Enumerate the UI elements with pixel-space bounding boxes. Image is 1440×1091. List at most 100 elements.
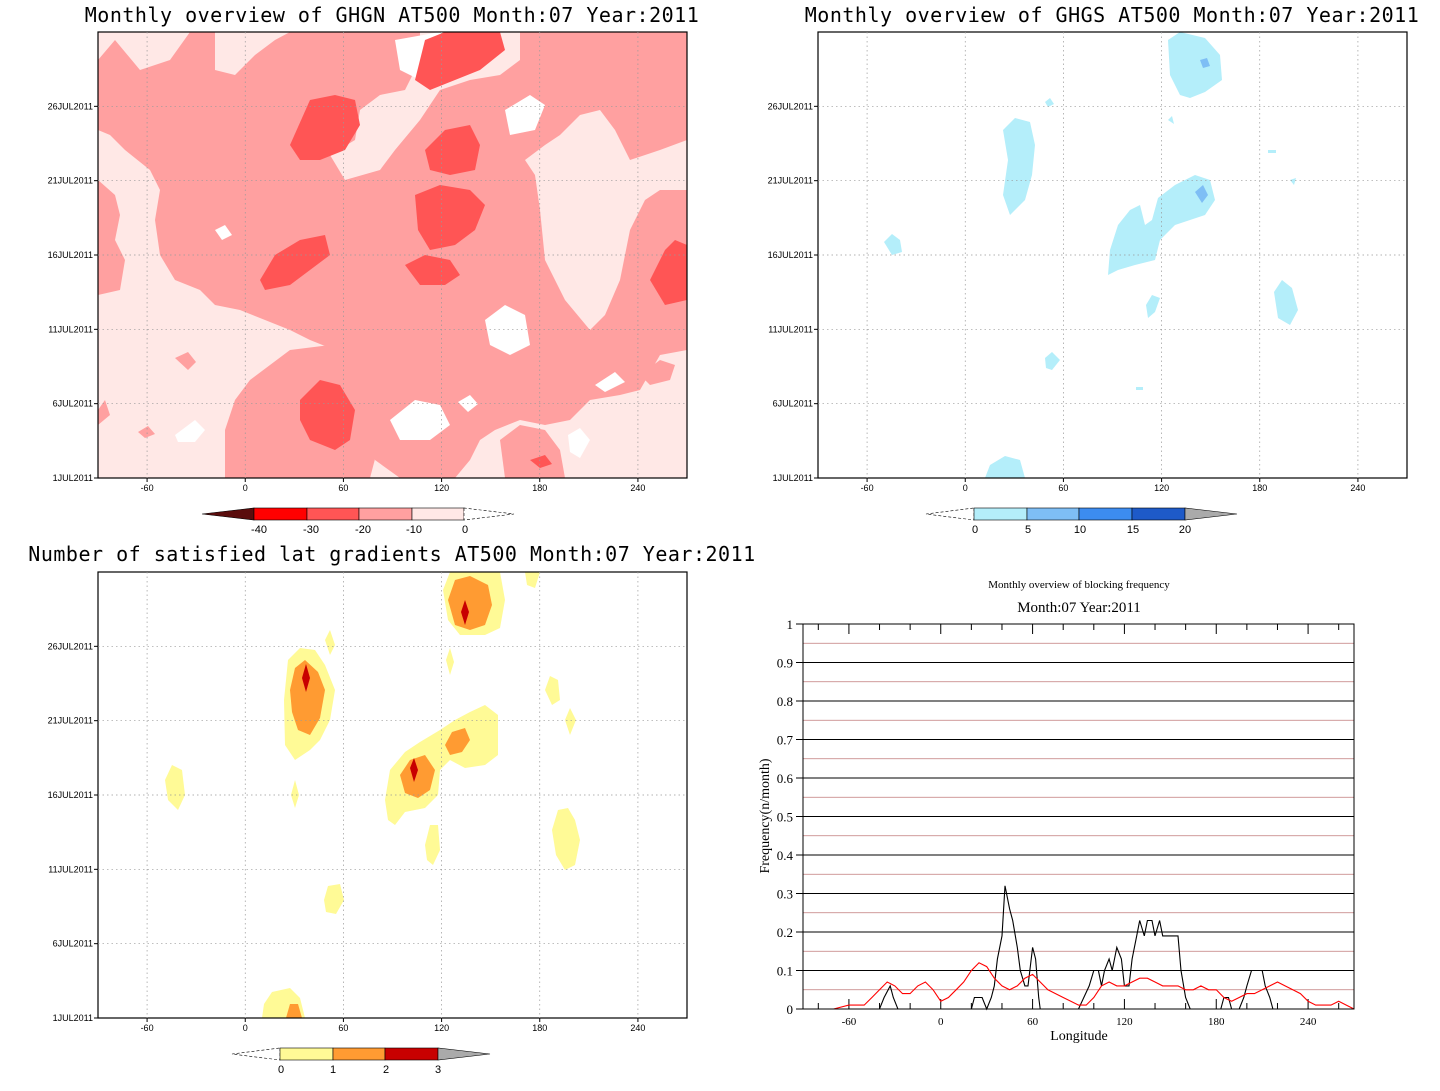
gradients-xtick-label: 0 xyxy=(243,1023,248,1033)
ghgs-colorbar: 0 5 10 15 20 xyxy=(925,507,1238,536)
ghgs-xtick-label: -60 xyxy=(861,483,874,493)
ytick-label: 0.2 xyxy=(777,925,793,940)
panel-gradients: Number of satisfied lat gradients AT500 … xyxy=(28,542,755,1076)
gradients-cb-seg-3 xyxy=(384,1047,439,1061)
ytick-label: 0.3 xyxy=(777,887,793,902)
ghgs-axes: -60 0 60 120 180 240 1JUL2011 6JUL2011 11JUL2011… xyxy=(768,32,1407,493)
gradients-ytick-label: 1JUL2011 xyxy=(53,1013,93,1023)
gradients-cb-tick-1: 1 xyxy=(330,1064,336,1076)
ghgn-ytick-label: 1JUL2011 xyxy=(53,473,93,483)
ytick-label: 0.5 xyxy=(777,810,793,825)
series-line-0 xyxy=(803,885,1354,1011)
ghgs-cb-tick-2: 10 xyxy=(1074,524,1086,536)
line-chart-plot: 0 0.1 0.2 0.3 0.4 0.5 0.6 0.7 0.8 0.9 1 -60 0 60 120 18… xyxy=(777,617,1355,1028)
ghgs-ytick-label: 26JUL2011 xyxy=(768,101,813,111)
ytick-label: 0.9 xyxy=(777,656,793,671)
chart-subtitle: Month:07 Year:2011 xyxy=(1017,600,1141,616)
ghgn-xtick-label: 120 xyxy=(434,483,449,493)
gradients-ytick-label: 16JUL2011 xyxy=(48,790,93,800)
ghgs-cb-seg-2 xyxy=(1026,507,1080,521)
ghgn-cb-seg-2 xyxy=(306,507,360,521)
ghgs-cb-seg-3 xyxy=(1078,507,1133,521)
ghgn-xtick-label: 180 xyxy=(532,483,547,493)
gradients-ytick-label: 26JUL2011 xyxy=(48,641,93,651)
ghgs-xtick-label: 120 xyxy=(1154,483,1169,493)
ghgs-cb-tick-1: 5 xyxy=(1025,524,1031,536)
ghgs-cb-tick-0: 0 xyxy=(972,524,978,536)
ghgs-cb-tick-4: 20 xyxy=(1179,524,1191,536)
ghgs-xtick-label: 0 xyxy=(963,483,968,493)
gradients-ytick-label: 11JUL2011 xyxy=(48,864,93,874)
ghgs-title: Monthly overview of GHGS AT500 Month:07 … xyxy=(805,3,1420,27)
xtick-label: 60 xyxy=(1027,1016,1039,1028)
gradients-title: Number of satisfied lat gradients AT500 … xyxy=(28,542,755,566)
ghgs-cb-seg-1 xyxy=(973,507,1028,521)
ghgn-cb-seg-1 xyxy=(253,507,308,521)
gradients-xtick-label: 60 xyxy=(338,1023,348,1033)
ghgn-cb-tri-high xyxy=(463,507,515,521)
gradients-cb-seg-1 xyxy=(279,1047,334,1061)
ghgn-cb-tick-3: -10 xyxy=(406,524,422,536)
ghgn-ytick-label: 16JUL2011 xyxy=(48,250,93,260)
ghgs-xtick-label: 180 xyxy=(1252,483,1267,493)
ghgs-ytick-label: 16JUL2011 xyxy=(768,250,813,260)
ytick-label: 0 xyxy=(787,1002,794,1017)
ytick-label: 0.7 xyxy=(777,733,794,748)
xtick-label: -60 xyxy=(842,1016,857,1028)
gradients-cb-tick-2: 2 xyxy=(383,1064,389,1076)
ghgs-ytick-label: 21JUL2011 xyxy=(768,176,813,186)
series-line-1 xyxy=(803,962,1355,1010)
ytick-label: 0.8 xyxy=(777,694,793,709)
ghgn-xtick-label: 0 xyxy=(243,483,248,493)
chart-frame xyxy=(802,623,1355,1010)
ghgs-ytick-label: 11JUL2011 xyxy=(768,324,813,334)
gradients-cb-tri-low xyxy=(231,1047,281,1061)
gradients-cb-tick-3: 3 xyxy=(435,1064,441,1076)
xtick-label: 240 xyxy=(1300,1016,1317,1028)
ghgn-xtick-label: 60 xyxy=(338,483,348,493)
ytick-label: 0.1 xyxy=(777,964,793,979)
ytick-label: 1 xyxy=(787,617,794,632)
ghgn-axes: -60 0 60 120 180 240 1JUL2011 6JUL2011 11JUL2011… xyxy=(48,32,687,493)
ghgn-cb-seg-4 xyxy=(411,507,465,521)
ghgs-xtick-label: 240 xyxy=(1350,483,1365,493)
ghgs-ytick-label: 6JUL2011 xyxy=(773,399,813,409)
ghgn-colorbar: -40 -30 -20 -10 0 xyxy=(201,507,515,536)
ghgn-ytick-label: 21JUL2011 xyxy=(48,176,93,186)
gradients-cb-tick-0: 0 xyxy=(278,1064,284,1076)
gradients-cb-seg-2 xyxy=(332,1047,386,1061)
ghgs-ytick-label: 1JUL2011 xyxy=(773,473,813,483)
gradients-cb-tri-high xyxy=(437,1047,491,1061)
ghgn-cb-tick-1: -30 xyxy=(303,524,319,536)
ghgn-ytick-label: 6JUL2011 xyxy=(53,399,93,409)
ghgs-xtick-label: 60 xyxy=(1058,483,1068,493)
ghgn-cb-tick-4: 0 xyxy=(462,524,468,536)
gradients-contour-field xyxy=(98,572,687,1018)
xtick-label: 0 xyxy=(938,1016,944,1028)
gradients-xtick-label: -60 xyxy=(141,1023,154,1033)
ghgs-cb-tick-3: 15 xyxy=(1127,524,1139,536)
ghgn-title: Monthly overview of GHGN AT500 Month:07 … xyxy=(85,3,700,27)
ghgs-cb-tri-low xyxy=(925,507,975,521)
chart-ylabel: Frequency(n/month) xyxy=(758,758,773,873)
gradients-ytick-label: 6JUL2011 xyxy=(53,939,93,949)
gradients-ytick-label: 21JUL2011 xyxy=(48,716,93,726)
ghgn-cb-seg-3 xyxy=(358,507,413,521)
gradients-axes: -60 0 60 120 180 240 1JUL2011 6JUL2011 11JUL2011… xyxy=(48,572,687,1033)
ghgn-ytick-label: 26JUL2011 xyxy=(48,101,93,111)
ghgn-cb-tick-0: -40 xyxy=(251,524,267,536)
panel-blocking-frequency: Monthly overview of blocking frequency M… xyxy=(758,579,1355,1044)
gradients-colorbar: 0 1 2 3 xyxy=(231,1047,491,1076)
panel-ghgs: Monthly overview of GHGS AT500 Month:07 … xyxy=(768,3,1420,536)
gradients-xtick-label: 120 xyxy=(434,1023,449,1033)
ghgn-xtick-label: -60 xyxy=(141,483,154,493)
chart-title: Monthly overview of blocking frequency xyxy=(988,579,1170,591)
ghgs-cb-seg-4 xyxy=(1131,507,1186,521)
ytick-label: 0.6 xyxy=(777,771,794,786)
ghgn-ytick-label: 11JUL2011 xyxy=(48,324,93,334)
chart-xlabel: Longitude xyxy=(1050,1029,1108,1044)
panel-ghgn: Monthly overview of GHGN AT500 Month:07 … xyxy=(48,3,700,536)
gradients-xtick-label: 240 xyxy=(630,1023,645,1033)
ghgn-cb-tick-2: -20 xyxy=(355,524,371,536)
